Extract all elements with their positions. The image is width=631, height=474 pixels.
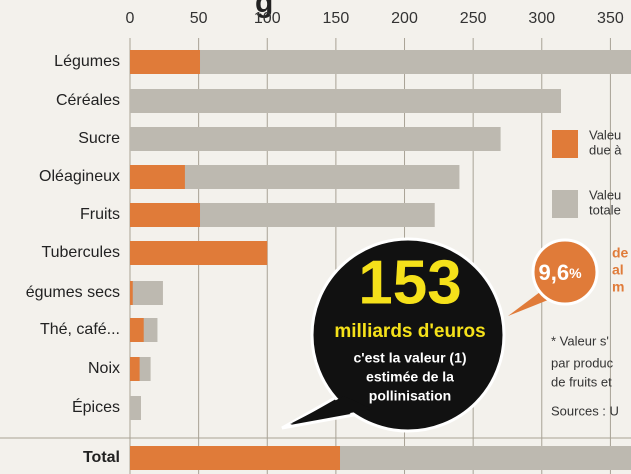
x-tick-label: 0 [126,10,135,27]
note: Sources : U [551,403,619,418]
badge-unit: % [569,265,582,281]
bar [130,203,201,227]
x-tick-label: 150 [323,10,350,27]
badge-number: 9,6 [538,260,569,285]
x-tick-label: 350 [597,10,624,27]
badge-text: al [612,262,624,278]
bar [130,50,631,74]
bar [130,357,140,381]
bar [130,281,163,305]
x-tick-label: 200 [391,10,418,27]
chart-title: g [255,0,273,19]
category-label: égumes secs [26,284,120,301]
category-label: Sucre [78,130,120,147]
bar [130,446,341,470]
x-tick-label: 50 [190,10,208,27]
x-tick-label: 100 [254,10,281,27]
bar [130,165,185,189]
note: * Valeur s' [551,333,609,348]
category-label: Noix [88,360,120,377]
badge-value: 9,6% [538,260,582,285]
bar [130,318,144,342]
category-label: Oléagineux [39,168,120,185]
bubble-text: c'est la valeur (1) [353,350,466,366]
legend-label: totale [589,202,621,217]
bar [130,50,201,74]
category-label: Légumes [54,53,120,70]
bar [130,241,268,265]
badge-text: m [612,279,624,295]
badge-tail [508,292,548,316]
bubble-tail-fill [290,396,372,424]
note: par produc [551,355,614,370]
legend-label: Valeu [589,127,621,142]
bubble [310,237,506,433]
category-label: Thé, café... [40,321,120,338]
badge-text: de [612,245,629,261]
category-label: Tubercules [41,244,120,261]
x-tick-label: 300 [528,10,555,27]
bar [130,89,561,113]
badge [531,238,599,306]
bubble-text: milliards d'euros [334,321,485,342]
legend-label: due à [589,142,622,157]
category-label: Céréales [56,92,120,109]
legend-label: Valeu [589,187,621,202]
legend-swatch [552,130,578,158]
bubble-text: estimée de la [366,369,454,385]
bubble-number: 153 [358,248,461,317]
bar [130,396,141,420]
bar [130,127,501,151]
bubble-text: pollinisation [369,388,451,404]
bar [130,281,133,305]
category-label: Total [83,449,120,466]
category-label: Épices [72,397,120,416]
note: de fruits et [551,374,612,389]
legend-swatch [552,190,578,218]
x-tick-label: 250 [460,10,487,27]
category-label: Fruits [80,206,120,223]
